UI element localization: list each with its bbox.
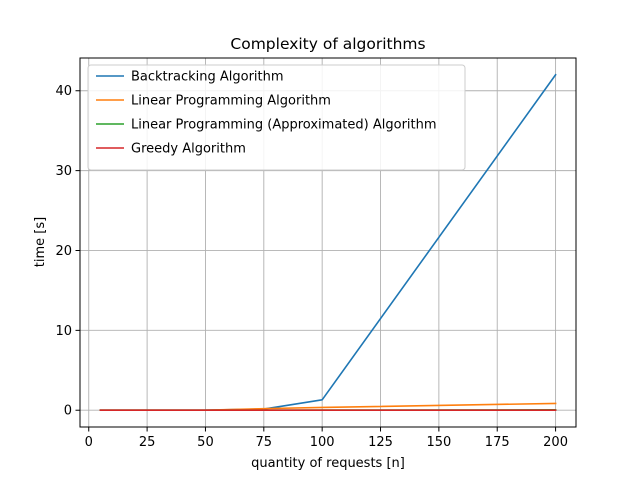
x-axis-label: quantity of requests [n] xyxy=(251,456,405,471)
x-tick-label: 75 xyxy=(256,435,273,450)
series-lines xyxy=(99,73,557,412)
y-axis-label: time [s] xyxy=(33,217,48,267)
x-tick-label: 100 xyxy=(310,435,335,450)
y-tick-label: 30 xyxy=(55,164,72,179)
y-tick-label: 20 xyxy=(55,244,72,259)
x-tick-label: 125 xyxy=(368,435,393,450)
x-tick-label: 0 xyxy=(85,435,93,450)
x-tick-label: 25 xyxy=(139,435,156,450)
y-tick-label: 10 xyxy=(55,324,72,339)
y-tick-label: 0 xyxy=(64,404,72,419)
plot-frame xyxy=(79,57,577,428)
legend: Backtracking Algorithm Linear Programming… xyxy=(87,64,466,171)
legend-label: Backtracking Algorithm xyxy=(131,70,284,85)
legend-box xyxy=(87,64,466,171)
legend-label: Greedy Algorithm xyxy=(131,142,246,157)
x-tick-label: 150 xyxy=(426,435,451,450)
x-tick-label: 200 xyxy=(543,435,568,450)
x-tick-label: 175 xyxy=(485,435,510,450)
legend-label: Linear Programming (Approximated) Algori… xyxy=(131,118,437,133)
axis-ticks: 0 25 50 75 100 125 150 175 200 0 10 20 30 40 xyxy=(55,84,568,450)
legend-label: Linear Programming Algorithm xyxy=(131,94,331,109)
chart-title: Complexity of algorithms xyxy=(230,35,425,53)
y-tick-label: 40 xyxy=(55,84,72,99)
x-tick-label: 50 xyxy=(197,435,214,450)
